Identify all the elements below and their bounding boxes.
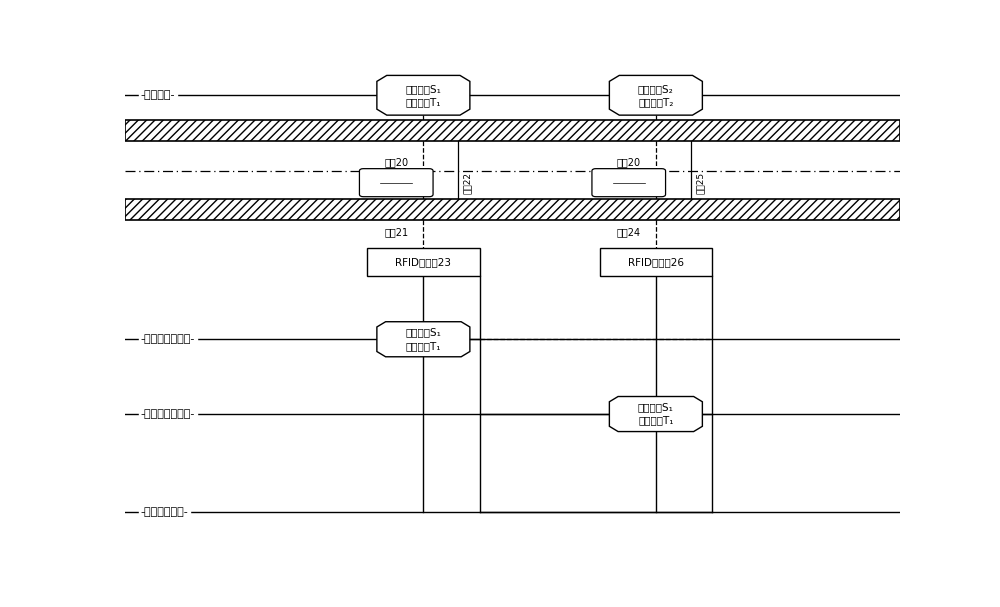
Text: 站点编码S₂
通行时间T₂: 站点编码S₂ 通行时间T₂ xyxy=(638,84,674,107)
Text: 站点编码S₁
通行时间T₁: 站点编码S₁ 通行时间T₁ xyxy=(638,402,674,426)
Text: -行驶信息-: -行驶信息- xyxy=(140,90,175,100)
Polygon shape xyxy=(609,75,702,115)
Text: 站点编码S₁
通行时间T₁: 站点编码S₁ 通行时间T₁ xyxy=(405,328,441,351)
Bar xyxy=(125,199,900,220)
Polygon shape xyxy=(377,322,470,357)
Bar xyxy=(367,248,480,276)
Text: -写汽车电子标识-: -写汽车电子标识- xyxy=(140,334,195,344)
Polygon shape xyxy=(377,75,470,115)
Text: -后台处理装置-: -后台处理装置- xyxy=(140,507,188,517)
Bar xyxy=(125,120,900,141)
Text: RFID读写器23: RFID读写器23 xyxy=(395,257,451,267)
Bar xyxy=(600,248,712,276)
Text: RFID读写器26: RFID读写器26 xyxy=(628,257,684,267)
Polygon shape xyxy=(609,396,702,432)
Text: 车辆20: 车辆20 xyxy=(384,158,408,168)
FancyBboxPatch shape xyxy=(359,169,433,197)
Text: 入口21: 入口21 xyxy=(384,227,408,237)
Text: -读汽车电子标识-: -读汽车电子标识- xyxy=(140,409,195,419)
Text: 卡口22: 卡口22 xyxy=(463,172,472,194)
Text: 出口24: 出口24 xyxy=(617,227,641,237)
Text: 车辆20: 车辆20 xyxy=(617,158,641,168)
Text: 站点编码S₁
通行时间T₁: 站点编码S₁ 通行时间T₁ xyxy=(405,84,441,107)
Text: 卡口25: 卡口25 xyxy=(696,172,705,194)
FancyBboxPatch shape xyxy=(592,169,666,197)
